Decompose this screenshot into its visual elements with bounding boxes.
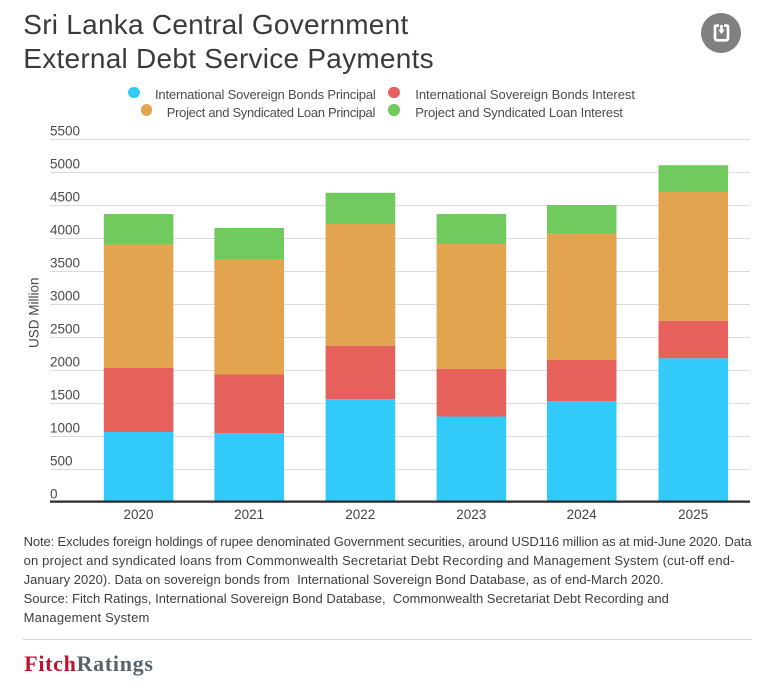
- svg-text:2022: 2022: [345, 507, 375, 522]
- svg-text:2500: 2500: [50, 322, 80, 337]
- svg-text:4000: 4000: [50, 223, 80, 238]
- svg-text:1500: 1500: [50, 388, 80, 403]
- svg-text:2020: 2020: [123, 507, 153, 522]
- svg-text:5500: 5500: [50, 124, 80, 139]
- svg-text:2021: 2021: [234, 507, 264, 522]
- svg-text:5000: 5000: [50, 157, 80, 172]
- svg-text:4500: 4500: [50, 190, 80, 205]
- svg-text:3500: 3500: [50, 256, 80, 271]
- svg-text:3000: 3000: [50, 289, 80, 304]
- svg-text:0: 0: [50, 487, 58, 502]
- svg-text:2023: 2023: [456, 507, 486, 522]
- svg-text:2000: 2000: [50, 355, 80, 370]
- svg-text:2024: 2024: [567, 507, 598, 522]
- svg-text:1000: 1000: [50, 421, 80, 436]
- svg-text:USD Million: USD Million: [27, 277, 42, 348]
- svg-text:500: 500: [50, 454, 73, 469]
- svg-text:2025: 2025: [678, 507, 708, 522]
